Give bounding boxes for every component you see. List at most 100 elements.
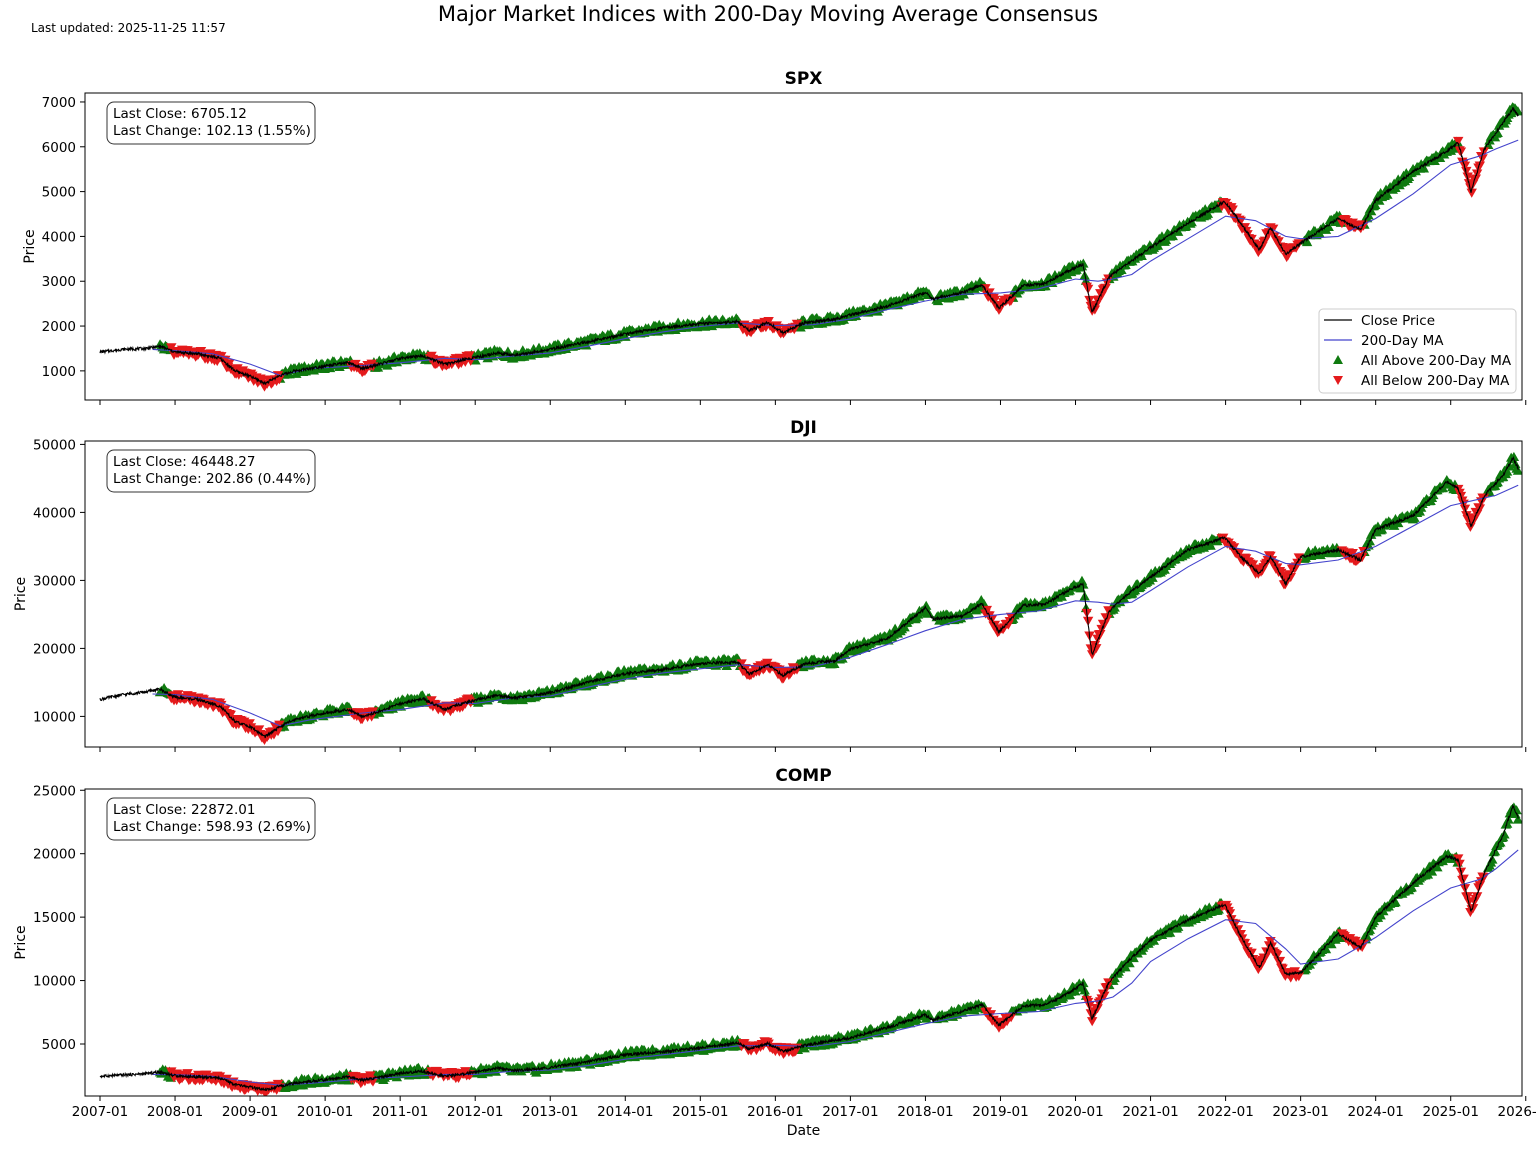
y-tick-label: 1000: [42, 364, 76, 380]
y-tick-label: 20000: [33, 641, 76, 657]
below-ma-marker: [1358, 221, 1369, 231]
x-tick-label: 2022-01: [1197, 1104, 1253, 1120]
panel-title: SPX: [785, 69, 823, 89]
below-ma-marker: [989, 295, 1001, 305]
below-ma-marker: [1458, 874, 1469, 884]
panel-title: COMP: [775, 766, 831, 786]
below-ma-marker: [1356, 553, 1368, 563]
legend-label: All Below 200-Day MA: [1361, 373, 1510, 389]
above-ma-marker: [1390, 897, 1401, 907]
x-tick-label: 2023-01: [1272, 1104, 1328, 1120]
x-tick-label: 2009-01: [222, 1104, 278, 1120]
panel-spx: SPX Price 1000 2000 3000 4000 5000 6000 7000 Last…: [22, 69, 1527, 405]
x-tick-label: 2019-01: [972, 1104, 1028, 1120]
below-ma-marker: [1292, 558, 1303, 568]
legend-swatch-marker: [1333, 376, 1343, 385]
below-ma-marker: [1084, 1001, 1095, 1011]
info-box-frame: [106, 797, 316, 841]
below-ma-marker: [763, 316, 774, 327]
y-tick-label: 15000: [33, 910, 76, 926]
above-ma-marker: [839, 649, 851, 659]
plot-frame: [84, 92, 1523, 401]
last-close-text: Last Close: 22872.01: [113, 802, 255, 818]
legend-below-ma: All Below 200-Day MA: [1333, 373, 1510, 389]
above-ma-marker: [1418, 163, 1430, 173]
legend-close-price: Close Price: [1324, 313, 1435, 329]
legend-above-ma: All Above 200-Day MA: [1333, 353, 1512, 369]
above-ma-marker: [1205, 540, 1216, 550]
above-ma-marker: [1124, 958, 1135, 968]
info-box-frame: [106, 449, 316, 493]
below-ma-marker: [1467, 904, 1479, 914]
legend-swatch-marker: [1333, 355, 1343, 364]
legend: Close Price 200-Day MA All Above 200-Day M…: [1318, 308, 1517, 394]
below-ma-marker: [1474, 161, 1486, 171]
x-tick-label: 2026-01: [1498, 1104, 1536, 1120]
below-ma-marker: [1285, 572, 1296, 583]
above-ma-markers: [154, 102, 1522, 383]
below-ma-markers: [166, 136, 1490, 392]
last-change-text: Last Change: 102.13 (1.55%): [113, 123, 311, 139]
x-tick-label: 2018-01: [897, 1104, 953, 1120]
below-ma-marker: [1099, 991, 1110, 1001]
below-ma-marker: [1103, 606, 1114, 616]
x-tick-label: 2007-01: [72, 1104, 128, 1120]
info-box-frame: [106, 101, 316, 145]
below-ma-marker: [1293, 553, 1305, 563]
below-ma-marker: [1005, 1013, 1017, 1023]
x-tick-label: 2024-01: [1347, 1104, 1403, 1120]
above-ma-marker: [1167, 230, 1178, 241]
y-tick-label: 10000: [33, 709, 76, 725]
y-tick-label: 2000: [42, 319, 76, 335]
below-ma-marker: [736, 659, 747, 669]
above-ma-marker: [932, 296, 944, 306]
legend-label: All Above 200-Day MA: [1361, 353, 1512, 369]
y-tick-label: 5000: [42, 185, 76, 201]
below-ma-marker: [1100, 283, 1111, 293]
above-ma-marker: [1320, 944, 1332, 954]
x-tick-label: 2015-01: [672, 1104, 728, 1120]
above-ma-marker: [1213, 904, 1224, 914]
y-tick-label: 5000: [42, 1037, 76, 1053]
x-tick-label: 2010-01: [297, 1104, 353, 1120]
x-tick-label: 2013-01: [522, 1104, 578, 1120]
panel-dji: DJI Price 10000 20000 30000 40000 50000 Last Cl…: [13, 418, 1527, 752]
below-ma-marker: [1474, 504, 1486, 514]
below-ma-marker: [1086, 1017, 1098, 1027]
plot-area: [99, 451, 1522, 746]
legend-frame: [1318, 308, 1517, 394]
last-close-text: Last Close: 46448.27: [113, 454, 255, 470]
above-ma-marker: [1164, 927, 1176, 937]
y-tick-label: 4000: [42, 229, 76, 245]
ma-200-line: [152, 484, 1519, 727]
y-tick-label: 40000: [33, 505, 76, 521]
last-change-text: Last Change: 598.93 (2.69%): [113, 819, 311, 835]
above-ma-marker: [1172, 921, 1184, 931]
x-tick-label: 2021-01: [1122, 1104, 1178, 1120]
x-tick-label: 2012-01: [447, 1104, 503, 1120]
above-ma-marker: [1512, 465, 1522, 475]
y-axis-label: Price: [22, 229, 38, 263]
last-close-text: Last Close: 6705.12: [113, 106, 247, 122]
below-ma-marker: [1101, 614, 1113, 625]
y-tick-label: 6000: [42, 140, 76, 156]
x-axis-label: Date: [787, 1123, 820, 1139]
x-tick-label: 2014-01: [597, 1104, 653, 1120]
x-tick-label: 2017-01: [822, 1104, 878, 1120]
below-ma-markers: [166, 854, 1490, 1096]
below-ma-marker: [1091, 644, 1102, 654]
above-ma-marker: [920, 600, 932, 610]
below-ma-marker: [1471, 892, 1483, 902]
above-ma-marker: [923, 288, 935, 298]
below-ma-marker: [224, 359, 235, 369]
above-ma-markers: [154, 451, 1522, 732]
close-price-line: [99, 803, 1519, 1092]
below-ma-marker: [778, 674, 789, 684]
figure-title: Major Market Indices with 200-Day Moving…: [437, 2, 1099, 26]
ma-200-line: [152, 139, 1519, 376]
below-ma-markers: [166, 484, 1490, 746]
above-ma-marker: [1136, 250, 1147, 261]
